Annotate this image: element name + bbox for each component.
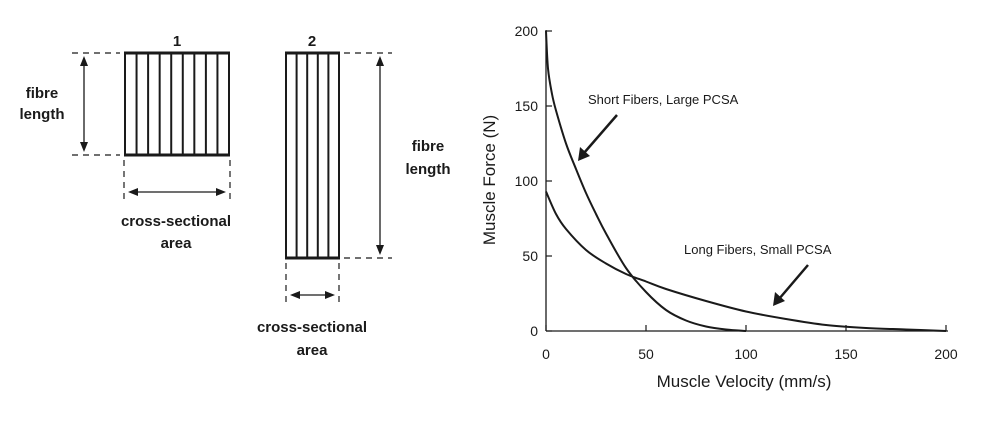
muscle-1-length-arrowhead-up: [80, 56, 88, 66]
force-velocity-chart: 0 50 100 150 200 0 50 100 150 200 Muscle Force (…: [480, 23, 958, 391]
muscle-1-area-arrowhead-left: [128, 188, 138, 196]
muscle-1-length-arrowhead-down: [80, 142, 88, 152]
x-tick-label: 50: [638, 346, 654, 362]
muscle-1-area-arrowhead-right: [216, 188, 226, 196]
y-ticks: 0 50 100 150 200: [515, 23, 552, 339]
muscle-1-area-label-line1: cross-sectional: [121, 213, 231, 230]
muscle-1-fibre-length-label-line2: length: [20, 106, 65, 123]
muscle-2-length-arrowhead-down: [376, 245, 384, 255]
x-tick-label: 0: [542, 346, 550, 362]
muscle-2-area-arrowhead-left: [290, 291, 300, 299]
y-tick-label: 100: [515, 173, 539, 189]
muscle-1-area-label-line2: area: [161, 235, 193, 252]
long-fibers-annotation-arrowhead: [773, 292, 785, 306]
short-fibers-annotation-arrowhead: [578, 147, 590, 161]
muscle-1-fibre-length-label-line1: fibre: [26, 85, 59, 102]
series-layer: [545, 30, 947, 332]
long-fibers-curve: [545, 191, 947, 332]
muscle-2-fibre-length-label-line1: fibre: [412, 138, 445, 155]
y-axis-label: Muscle Force (N): [480, 115, 499, 245]
short-fibers-annotation: Short Fibers, Large PCSA: [588, 92, 739, 107]
muscle-1-number: 1: [173, 33, 181, 50]
muscle-2-fibres: [285, 53, 340, 258]
muscle-2-area-label-line2: area: [297, 342, 329, 359]
short-fibers-annotation-arrow: [583, 114, 618, 154]
muscle-2-area-label-line1: cross-sectional: [257, 319, 367, 336]
short-fibers-curve: [545, 30, 747, 332]
muscle-1-fibres: [124, 53, 230, 155]
muscle-2-diagram: 2 fibre length cross-sectional area: [257, 33, 451, 359]
long-fibers-annotation-arrow: [778, 264, 809, 300]
y-tick-label: 150: [515, 98, 539, 114]
muscle-2-number: 2: [308, 33, 316, 50]
x-tick-label: 100: [734, 346, 758, 362]
y-tick-label: 50: [522, 248, 538, 264]
y-tick-label: 0: [530, 323, 538, 339]
muscle-2-length-arrowhead-up: [376, 56, 384, 66]
muscle-2-fibre-length-label-line2: length: [406, 161, 451, 178]
x-ticks: 0 50 100 150 200: [542, 325, 958, 362]
long-fibers-annotation: Long Fibers, Small PCSA: [684, 242, 832, 257]
x-tick-label: 200: [934, 346, 958, 362]
x-tick-label: 150: [834, 346, 858, 362]
muscle-1-diagram: 1 fibre length cross-sectional area: [20, 33, 232, 252]
muscle-2-area-arrowhead-right: [325, 291, 335, 299]
y-tick-label: 200: [515, 23, 539, 39]
x-axis-label: Muscle Velocity (mm/s): [657, 372, 832, 391]
